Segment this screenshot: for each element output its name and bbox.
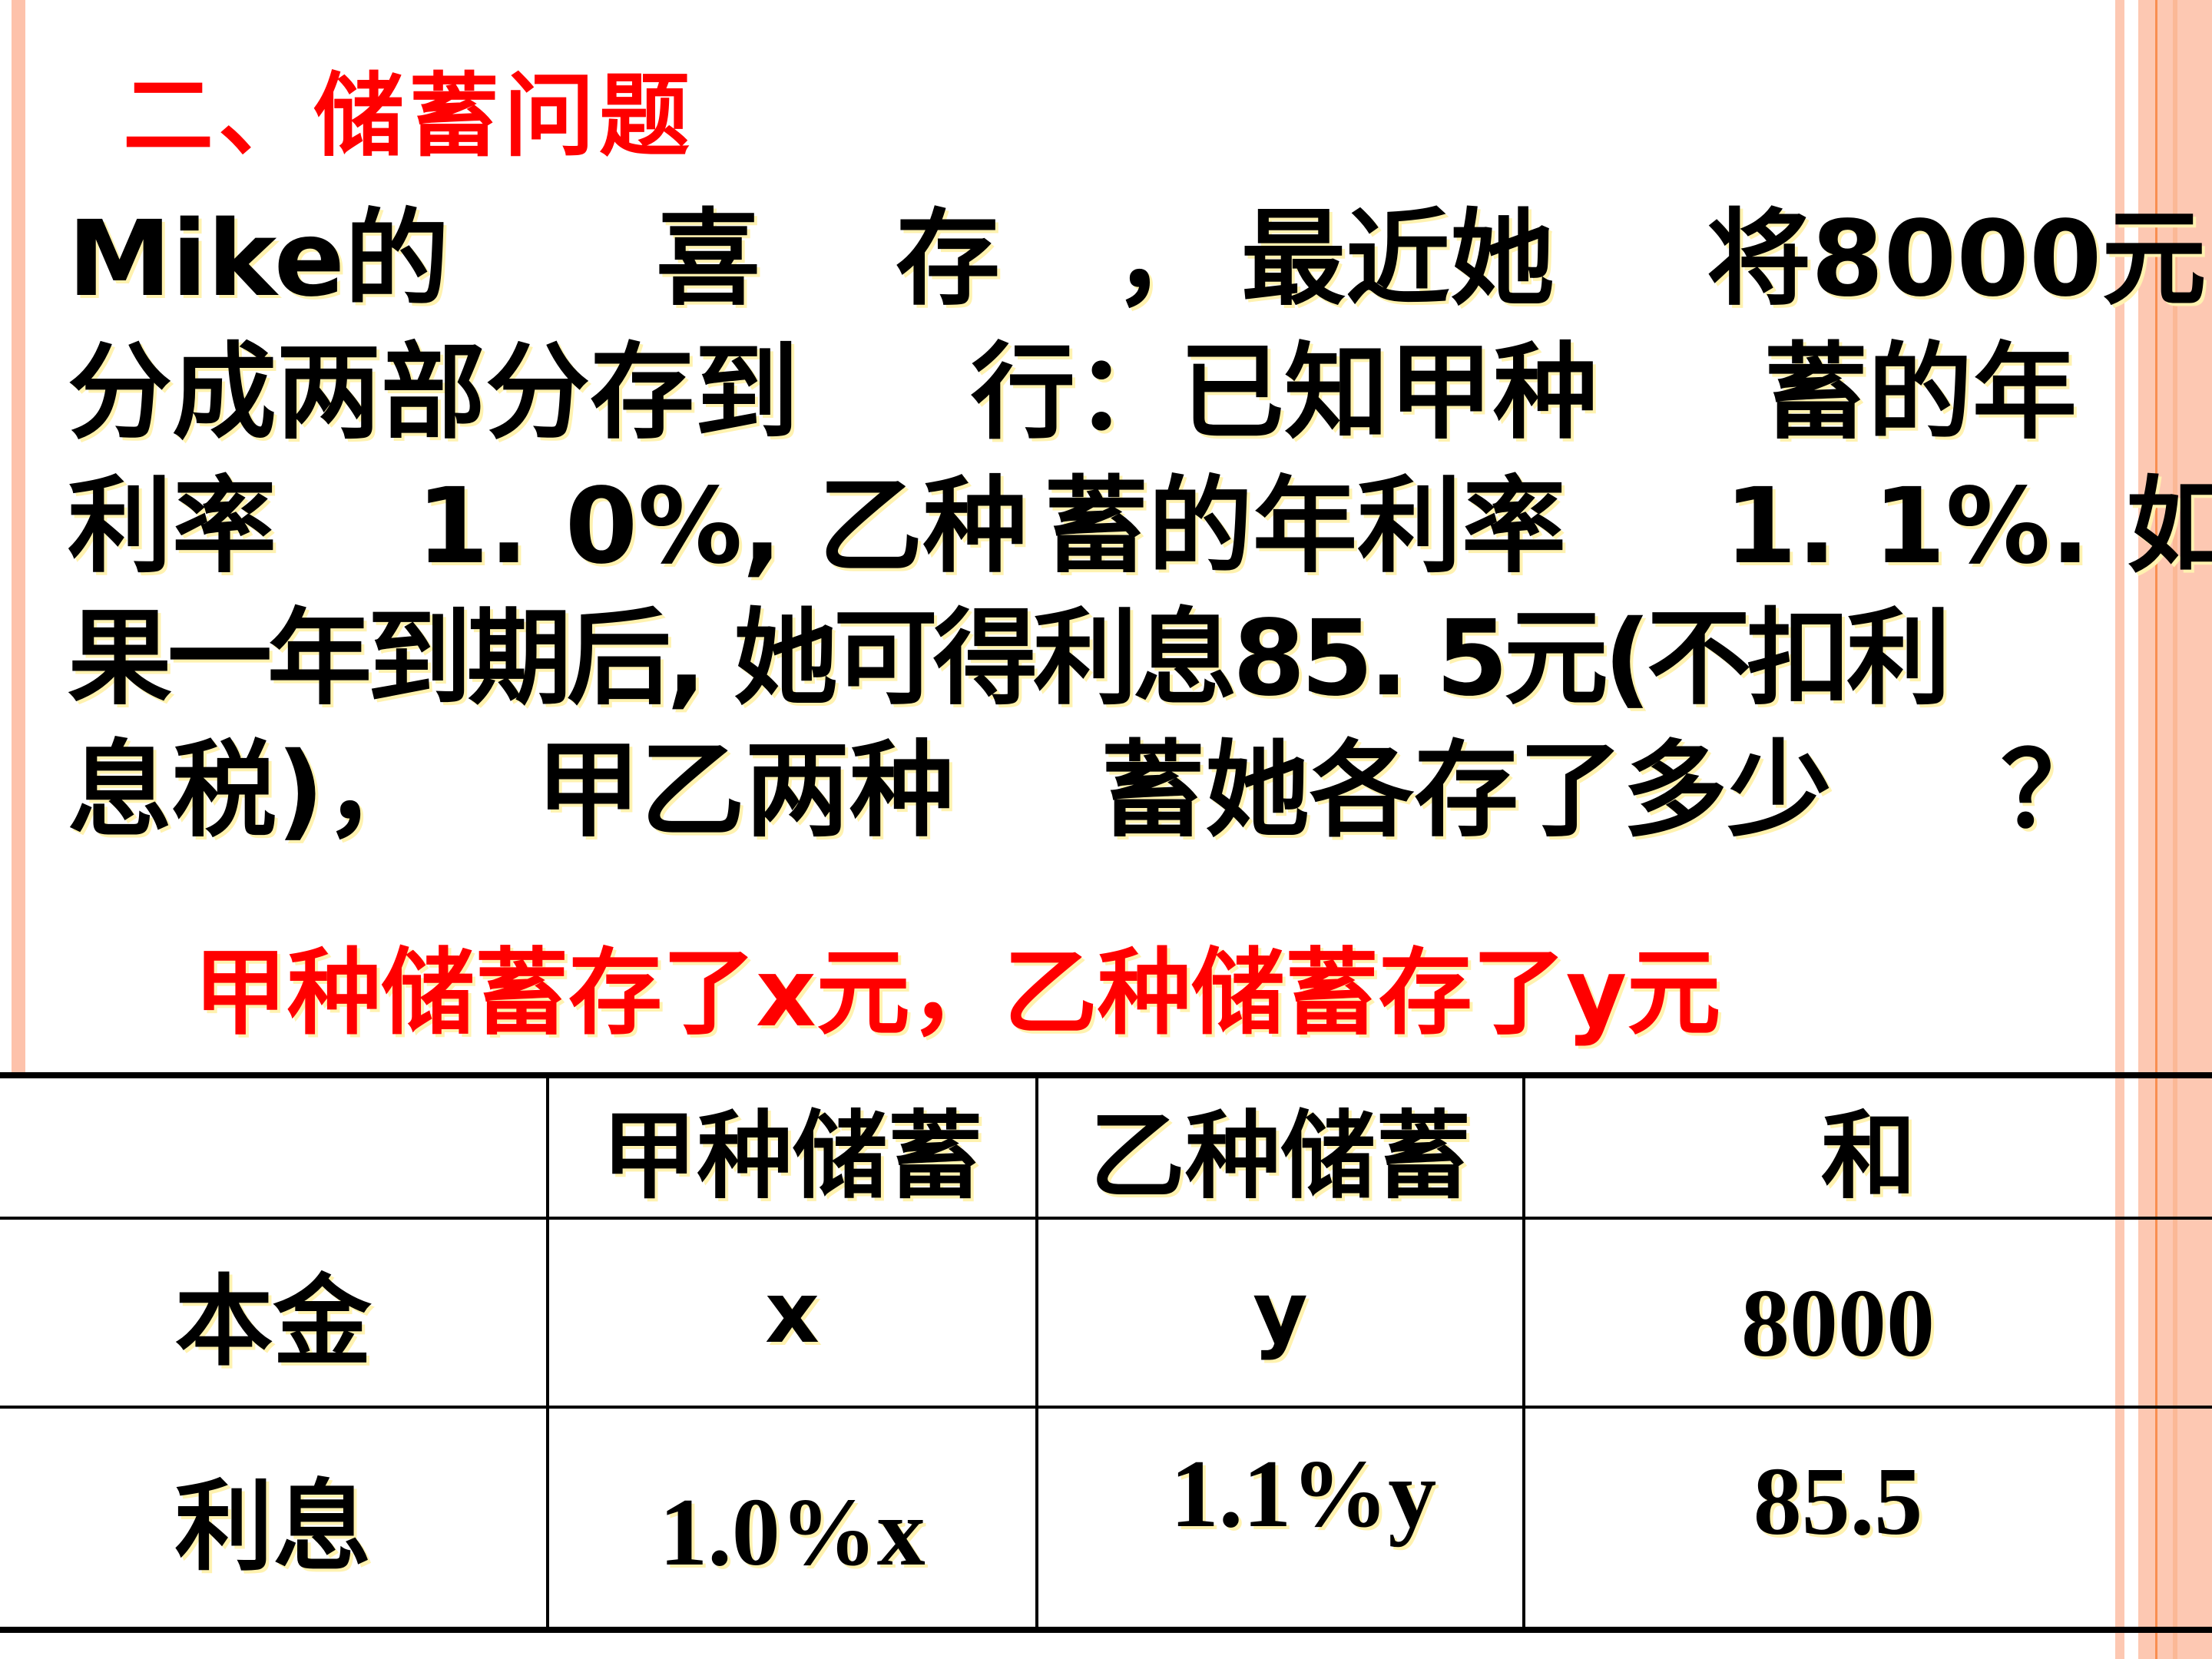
problem-segment: 蓄的年 — [1763, 333, 2077, 454]
problem-segment: 1. 0%, 乙种 — [416, 466, 1028, 588]
assumption-text: 甲种储蓄存了x元，乙种储蓄存了y元 — [194, 939, 1721, 1048]
header-cell-empty — [0, 1074, 549, 1220]
table-cell: 1.1%y — [1035, 1406, 1525, 1631]
problem-segment: 喜 — [656, 199, 760, 320]
problem-segment: 甲乙两种 — [536, 730, 954, 852]
table-cell: x — [546, 1217, 1038, 1409]
problem-segment: ， — [1114, 199, 1218, 320]
right-border-line-soft — [2173, 0, 2177, 1659]
problem-segment: 1. 1%. 如 — [1724, 466, 2212, 588]
problem-segment: 果一年到期后, 她可得利息85. 5元(不扣利 — [68, 598, 1951, 720]
savings-table: 甲种储蓄 乙种储蓄 和 本金 x y 8000 利息 1.0%x 1.1%y 8… — [0, 1072, 2212, 1633]
table-row: 本金 x y 8000 — [0, 1217, 2212, 1409]
table-cell: 1.0%x — [546, 1406, 1038, 1631]
row-label: 本金 — [0, 1217, 549, 1409]
table-row: 利息 1.0%x 1.1%y 85.5 — [0, 1406, 2212, 1631]
right-border-line — [2155, 0, 2157, 1659]
problem-segment: 蓄她各存了多少 — [1101, 730, 1832, 852]
problem-segment: 利率 — [68, 466, 276, 588]
problem-segment: 息税)， — [68, 730, 429, 852]
problem-segment: 存 — [896, 199, 1000, 320]
header-cell: 甲种储蓄 — [546, 1074, 1038, 1220]
slide-title: 二、储蓄问题 — [123, 62, 695, 169]
problem-segment: ？ — [2001, 730, 2105, 852]
header-cell: 乙种储蓄 — [1035, 1074, 1525, 1220]
header-cell: 和 — [1522, 1074, 2212, 1220]
row-label: 利息 — [0, 1406, 549, 1631]
left-border-stripe — [12, 0, 25, 1072]
problem-segment: 蓄的年利率 — [1044, 466, 1566, 588]
problem-segment: 将8000元 — [1707, 199, 2207, 320]
table-cell: 85.5 — [1522, 1406, 2212, 1631]
table-header-row: 甲种储蓄 乙种储蓄 和 — [0, 1074, 2212, 1220]
problem-segment: 分成两部分存到 — [68, 333, 799, 454]
table-cell: y — [1035, 1217, 1525, 1409]
problem-segment: 最近她 — [1241, 199, 1555, 320]
problem-segment: 行：已知甲种 — [971, 333, 1598, 454]
table-cell: 8000 — [1522, 1217, 2212, 1409]
problem-segment: Mike的 — [68, 199, 449, 320]
